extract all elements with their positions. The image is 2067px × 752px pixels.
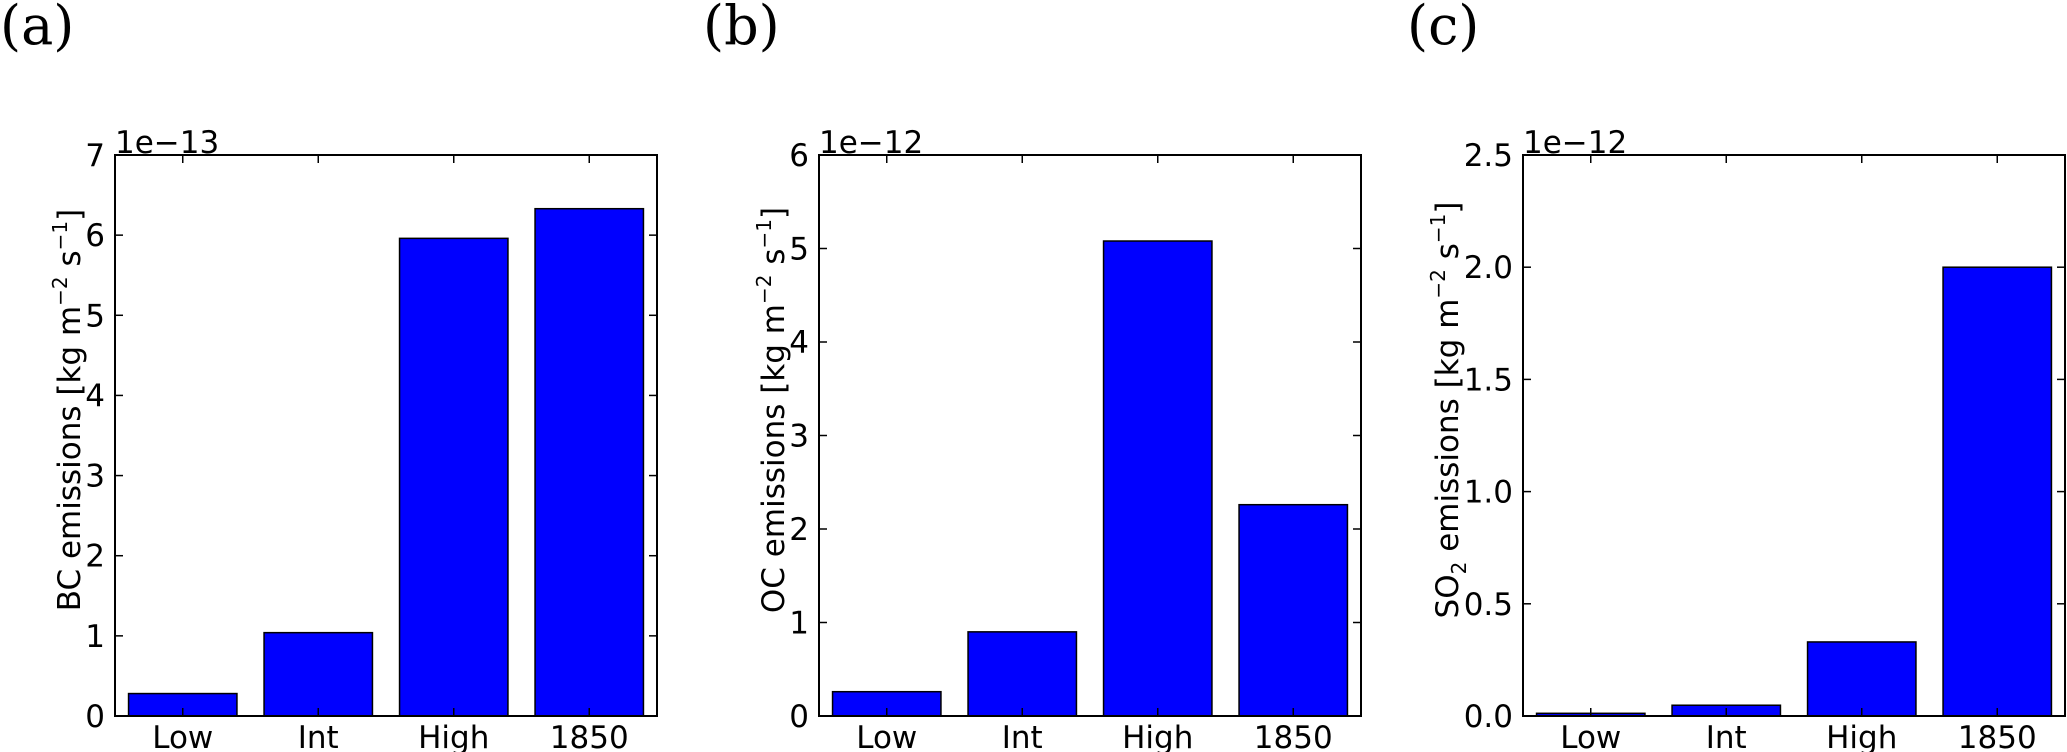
y-axis-label: BC emissions [kg m−2 s−1] <box>48 209 88 612</box>
bar-1850 <box>1238 503 1349 717</box>
bar-1850 <box>1942 266 2053 717</box>
panel-letter-c: (c) <box>1407 0 1479 57</box>
y-tick-label: 0 <box>85 699 105 735</box>
y-tick-label: 1.5 <box>1464 362 1513 398</box>
y-tick-label: 4 <box>789 325 809 361</box>
bar-int <box>263 631 374 717</box>
x-tick-label: 1850 <box>1958 720 2037 752</box>
y-tick-label: 3 <box>789 419 809 455</box>
y-axis-label-main: SO <box>1430 574 1466 618</box>
bar-1850 <box>534 207 645 717</box>
x-tick-label: 1850 <box>550 720 629 752</box>
y-tick-label: 3 <box>85 459 105 495</box>
y-tick-label: 1 <box>789 606 809 642</box>
y-tick-label: 5 <box>789 232 809 268</box>
panel-b: (b) 1e−12 OC emissions [kg m−2 s−1] Low I… <box>703 0 1362 752</box>
plot-area: Low Int High 1850 0.0 0.5 1.0 1.5 2.0 2.5 <box>1464 138 2066 752</box>
panel-c: (c) 1e−12 SO2 emissions [kg m−2 s−1] Low… <box>1407 0 2066 752</box>
y-axis-label-main: OC emissions [kg m <box>756 304 792 613</box>
y-axis-label-end: ] <box>756 207 792 219</box>
y-axis-label-exp2: −1 <box>752 219 776 248</box>
y-axis-label-end: ] <box>1430 202 1466 214</box>
y-tick-label: 7 <box>85 138 105 174</box>
y-axis-label: SO2 emissions [kg m−2 s−1] <box>1426 202 1471 619</box>
x-tick-label: High <box>1826 720 1897 752</box>
x-tick-label: Int <box>1002 720 1043 752</box>
y-axis-label-exp1: −2 <box>1426 269 1450 298</box>
bar-int <box>967 631 1078 717</box>
y-tick-label: 6 <box>789 138 809 174</box>
x-tick-label: Int <box>298 720 339 752</box>
x-tick-label: Low <box>856 720 917 752</box>
panel-letter-a: (a) <box>0 0 74 57</box>
y-axis-label-mid: s <box>1430 243 1466 269</box>
y-axis-label-exp1: −2 <box>48 276 72 305</box>
y-axis-label-exp2: −1 <box>1426 214 1450 243</box>
y-tick-label: 2 <box>789 512 809 548</box>
y-tick-label: 5 <box>85 298 105 334</box>
y-tick-label: 6 <box>85 218 105 254</box>
x-tick-label: Low <box>1560 720 1621 752</box>
axes-frame <box>1522 154 2066 717</box>
plot-area: Low Int High 1850 0 1 2 3 4 5 6 <box>789 138 1362 752</box>
y-axis-label-mid: s <box>52 250 88 276</box>
y-tick-label: 1.0 <box>1464 475 1513 511</box>
y-axis-label: OC emissions [kg m−2 s−1] <box>752 207 792 613</box>
y-axis-label-exp2: −1 <box>48 221 72 250</box>
y-tick-label: 1 <box>85 619 105 655</box>
panel-letter-b: (b) <box>703 0 780 57</box>
y-axis-label-sub: 2 <box>1447 562 1471 575</box>
axes-frame <box>818 154 1362 717</box>
x-tick-label: High <box>418 720 489 752</box>
y-tick-label: 2.5 <box>1464 138 1513 174</box>
y-axis-label-end: ] <box>52 209 88 221</box>
y-axis-label-main: BC emissions [kg m <box>52 306 88 611</box>
bar-high <box>398 237 509 717</box>
y-tick-label: 2.0 <box>1464 250 1513 286</box>
bar-high <box>1102 240 1213 717</box>
plot-area: Low Int High 1850 0 1 2 3 4 5 6 7 <box>85 138 658 752</box>
y-tick-label: 0.5 <box>1464 587 1513 623</box>
bar-high <box>1806 641 1917 717</box>
y-tick-label: 2 <box>85 539 105 575</box>
x-tick-label: 1850 <box>1254 720 1333 752</box>
y-axis-label-rest: emissions [kg m <box>1430 299 1466 562</box>
panel-a: (a) 1e−13 BC emissions [kg m−2 s−1] Low I… <box>0 0 658 752</box>
x-tick-label: Int <box>1706 720 1747 752</box>
y-axis-label-exp1: −2 <box>752 275 776 304</box>
y-tick-label: 0.0 <box>1464 699 1513 735</box>
y-tick-label: 4 <box>85 378 105 414</box>
y-tick-label: 0 <box>789 699 809 735</box>
axes-frame <box>114 154 658 717</box>
x-tick-label: High <box>1122 720 1193 752</box>
x-tick-label: Low <box>152 720 213 752</box>
y-axis-label-mid: s <box>756 249 792 275</box>
